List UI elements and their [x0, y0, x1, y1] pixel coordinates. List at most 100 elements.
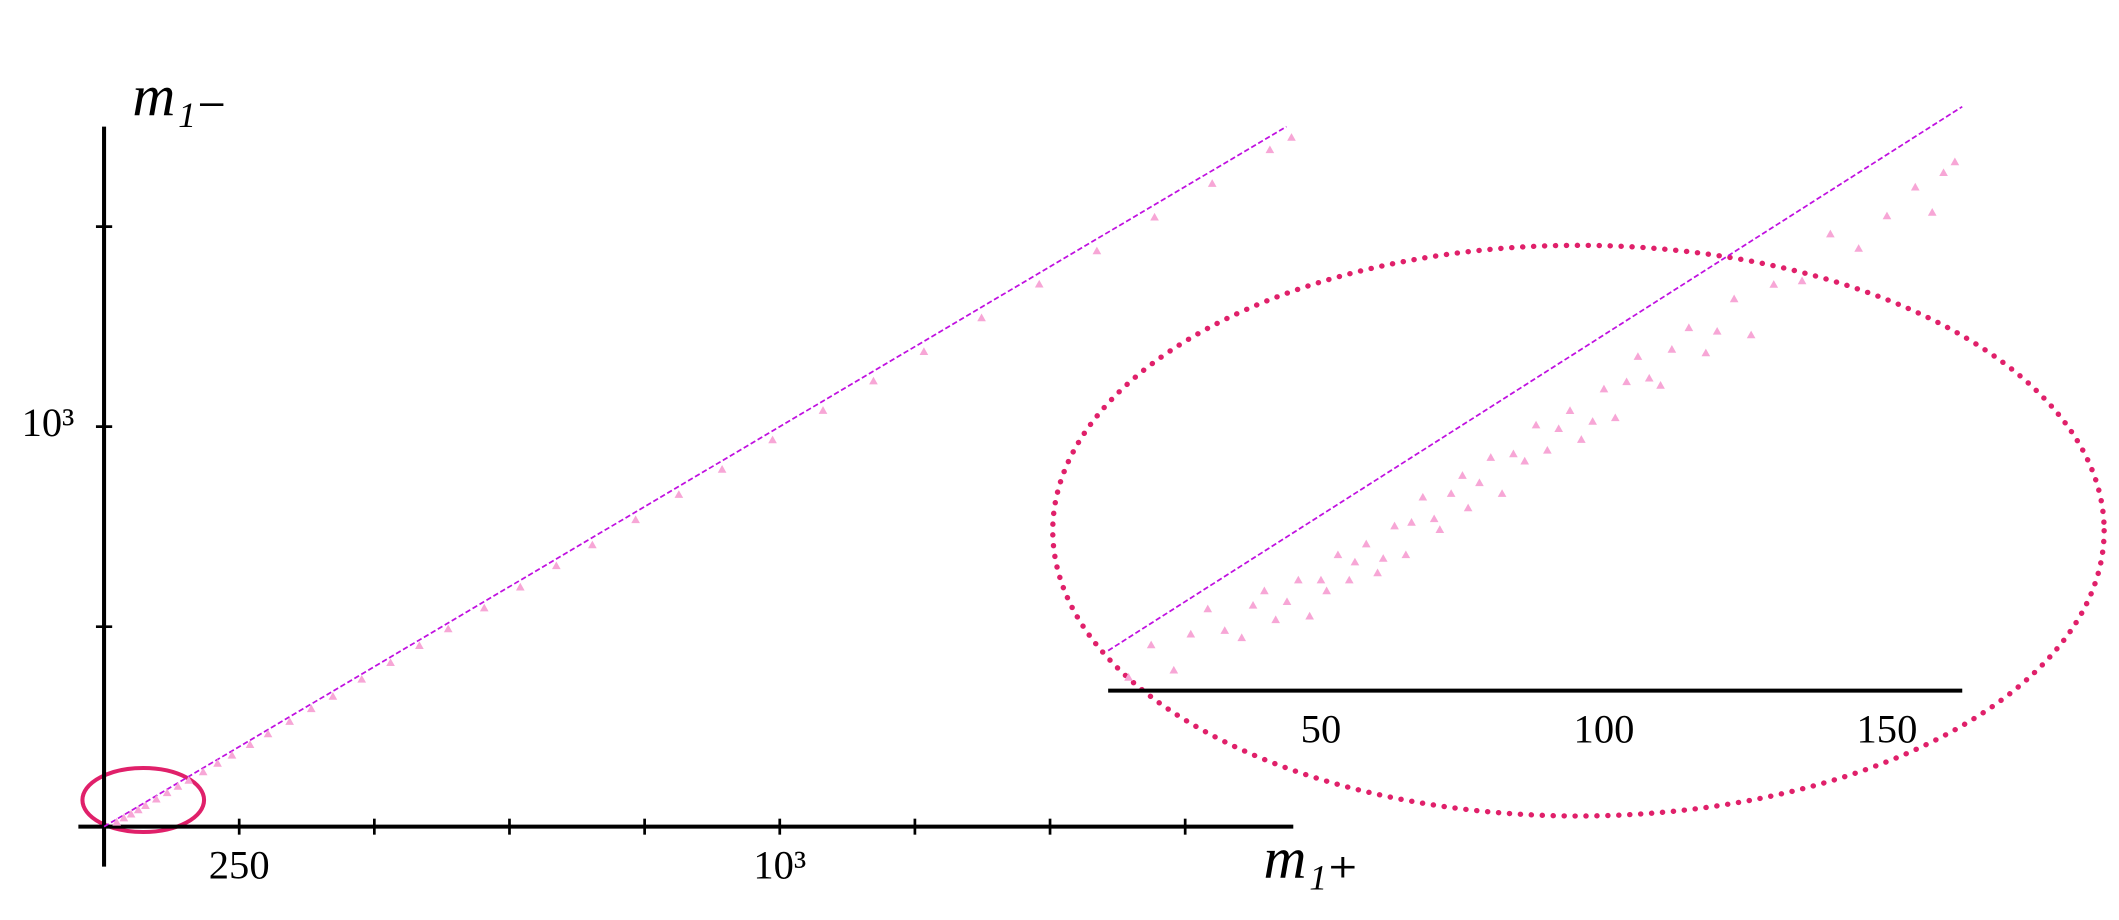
point — [1509, 449, 1518, 458]
point — [768, 435, 777, 444]
point — [213, 759, 222, 767]
point — [112, 817, 121, 826]
point — [1576, 435, 1586, 443]
point — [1644, 373, 1654, 382]
point — [162, 788, 172, 797]
point — [1282, 597, 1292, 606]
point — [126, 809, 136, 818]
point — [1684, 323, 1694, 332]
x-tick-label: 10³ — [753, 843, 806, 888]
y-axis-label: m₁₋ — [132, 62, 227, 128]
point — [1146, 640, 1156, 649]
x-tick-label: 150 — [1857, 707, 1918, 752]
point — [1826, 229, 1835, 238]
x-axis-label: m₁₊ — [1264, 825, 1359, 891]
point — [1543, 445, 1552, 454]
point — [184, 776, 194, 784]
x-tick-label: 250 — [209, 843, 270, 888]
point — [1260, 586, 1269, 595]
point — [631, 515, 640, 524]
point — [1294, 575, 1303, 584]
point — [1667, 345, 1677, 353]
zoom-marker — [80, 766, 207, 834]
point — [1034, 279, 1044, 288]
point — [415, 641, 424, 649]
point — [443, 624, 453, 633]
point — [328, 692, 338, 700]
point — [1446, 489, 1456, 497]
point — [1092, 246, 1102, 255]
point — [386, 658, 395, 667]
y-tick-label: 10³ — [22, 400, 75, 445]
point — [1333, 550, 1343, 559]
point — [1950, 157, 1960, 166]
point — [1797, 276, 1807, 285]
point — [588, 540, 597, 549]
point — [1463, 503, 1473, 512]
point — [1322, 586, 1331, 595]
point — [717, 465, 727, 473]
point — [1150, 212, 1159, 221]
point — [1265, 145, 1275, 154]
point — [173, 782, 183, 790]
point — [1435, 525, 1445, 533]
point — [227, 750, 237, 759]
point — [1610, 413, 1620, 422]
point — [1287, 133, 1296, 141]
point — [198, 767, 208, 776]
point — [1429, 514, 1439, 523]
point — [1124, 673, 1133, 681]
point — [1497, 489, 1507, 497]
point — [552, 561, 561, 570]
point — [245, 740, 255, 748]
point — [1344, 575, 1354, 584]
point — [1882, 211, 1892, 220]
point — [1633, 352, 1643, 360]
point — [1588, 417, 1597, 425]
point — [1237, 633, 1247, 642]
point — [1220, 626, 1230, 634]
point — [1373, 568, 1382, 577]
point — [1378, 554, 1388, 562]
point — [285, 717, 294, 725]
point — [119, 813, 129, 822]
point — [1531, 420, 1541, 429]
point — [1305, 611, 1314, 620]
point — [1390, 521, 1399, 530]
point — [141, 801, 150, 809]
point — [1475, 478, 1484, 487]
point — [1746, 330, 1756, 339]
point — [977, 313, 986, 322]
point — [1169, 665, 1179, 674]
point — [1769, 280, 1779, 288]
point — [357, 674, 367, 683]
point — [1939, 168, 1948, 177]
point — [1248, 600, 1258, 609]
point — [515, 582, 525, 591]
point — [1203, 604, 1213, 613]
point — [1486, 453, 1496, 461]
point — [1622, 377, 1631, 386]
point — [1927, 208, 1937, 216]
point — [1401, 550, 1411, 559]
point — [1207, 179, 1217, 187]
point — [1554, 424, 1564, 433]
point — [869, 376, 878, 385]
point — [1361, 539, 1371, 548]
point — [1458, 471, 1467, 479]
point — [133, 805, 143, 814]
x-tick-label: 50 — [1301, 707, 1342, 752]
zoom-region — [1050, 242, 2107, 819]
point — [1701, 348, 1711, 357]
reference-line — [103, 125, 1287, 828]
point — [151, 794, 161, 803]
x-tick-label: 100 — [1574, 707, 1635, 752]
point — [1271, 615, 1281, 624]
point — [919, 347, 929, 355]
point — [479, 603, 489, 612]
point — [1520, 456, 1530, 465]
point — [1350, 557, 1360, 566]
point — [674, 490, 684, 498]
